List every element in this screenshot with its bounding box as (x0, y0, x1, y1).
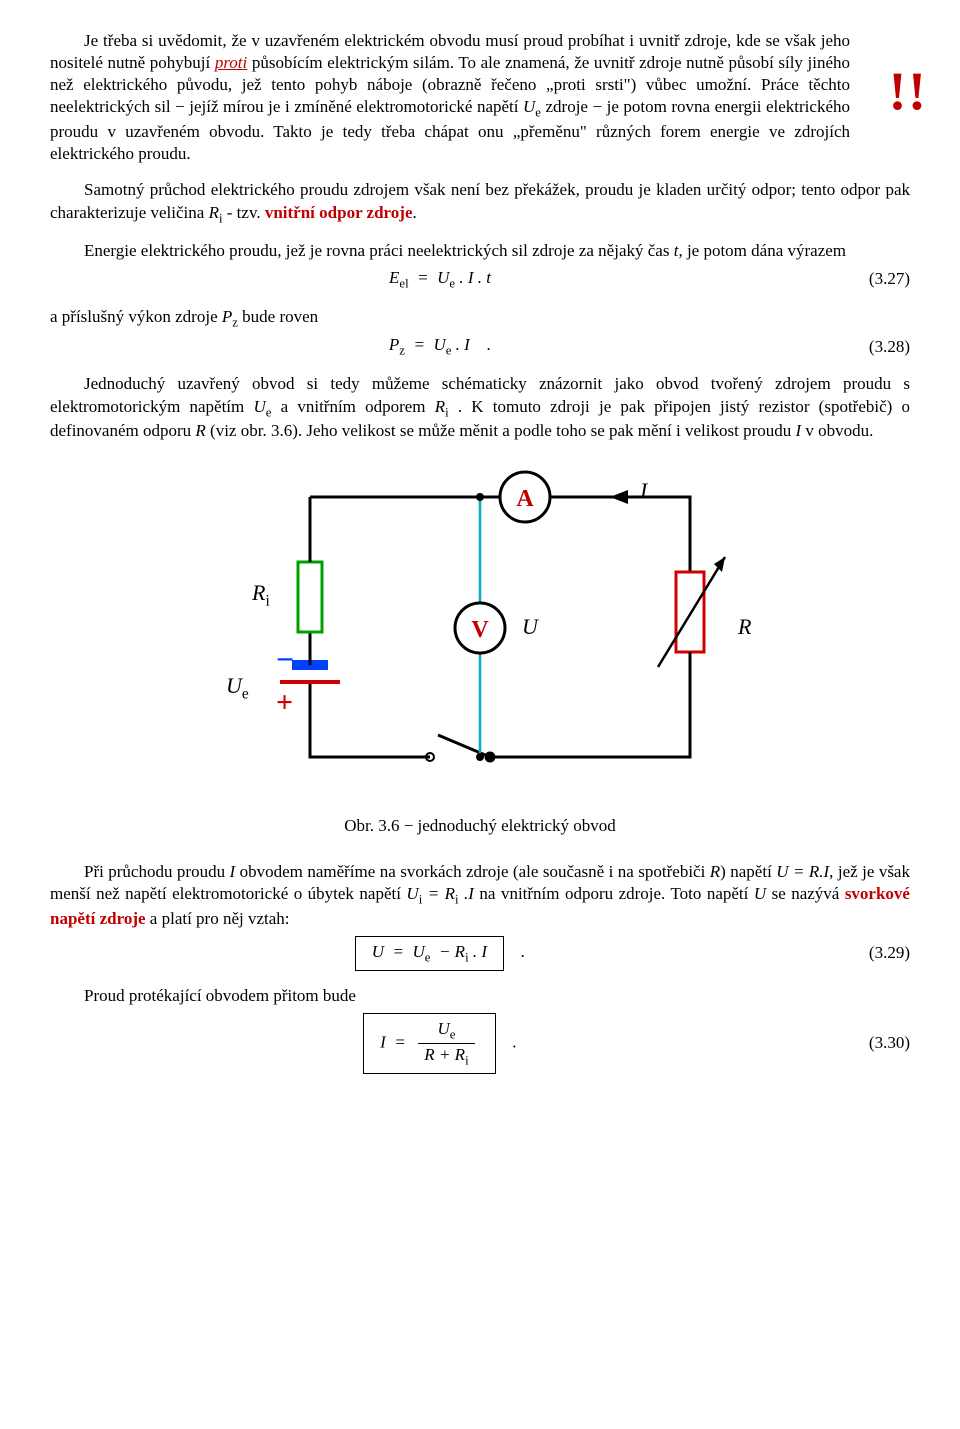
paragraph-1: Je třeba si uvědomit, že v uzavřeném ele… (50, 30, 850, 165)
paragraph-7: Proud protékající obvodem přitom bude (50, 985, 910, 1007)
figure-caption: Obr. 3.6 − jednoduchý elektrický obvod (50, 815, 910, 837)
text: obvodem naměříme na svorkách zdroje (ale… (235, 862, 710, 881)
text: - tzv. (223, 203, 265, 222)
text: Při průchodu proudu (84, 862, 230, 881)
var-r: R (710, 862, 720, 881)
equation-body: Pz = Ue . I . (50, 334, 830, 359)
text: Energie elektrického proudu, jež je rovn… (84, 241, 674, 260)
var-ue: Ue (253, 397, 271, 416)
var-pz: Pz (222, 307, 238, 326)
expr-ui-rii: Ui = Ri .I (406, 884, 474, 903)
var-ue: Ue (523, 97, 541, 116)
label-ri: Ri (252, 579, 270, 611)
equation-number: (3.28) (830, 336, 910, 358)
label-ue: Ue (226, 672, 249, 704)
equation-body: Eel = Ue . I . t (50, 267, 830, 292)
text: a příslušný výkon zdroje (50, 307, 222, 326)
paragraph-6: Při průchodu proudu I obvodem naměříme n… (50, 861, 910, 930)
var-r: R (195, 421, 205, 440)
text: . (413, 203, 417, 222)
paragraph-1-block: ! ! Je třeba si uvědomit, že v uzavřeném… (50, 30, 910, 165)
exclamation-icon: ! ! (889, 56, 920, 126)
text: (viz obr. 3.6). Jeho velikost se může mě… (206, 421, 796, 440)
minus-icon: − (276, 639, 294, 681)
paragraph-2: Samotný průchod elektrického proudu zdro… (50, 179, 910, 226)
circuit-diagram: A V I U R Ri Ue − + (180, 457, 780, 797)
paragraph-5: Jednoduchý uzavřený obvod si tedy můžeme… (50, 373, 910, 442)
var-ri: Ri (435, 397, 449, 416)
var-ri: Ri (209, 203, 223, 222)
text: v obvodu. (801, 421, 873, 440)
equation-3-30: I = Ue R + Ri . (3.30) (50, 1013, 910, 1074)
label-u: U (522, 613, 538, 642)
equation-number: (3.30) (830, 1032, 910, 1054)
text: Samotný průchod elektrického proudu zdro… (50, 180, 910, 221)
ammeter-label: A (516, 486, 534, 512)
paragraph-4: a příslušný výkon zdroje Pz bude roven (50, 306, 910, 331)
boxed-formula: I = Ue R + Ri (363, 1013, 495, 1074)
text: se nazývá (766, 884, 845, 903)
link-proti[interactable]: proti (215, 53, 247, 72)
voltmeter-label: V (471, 617, 489, 643)
text: , je potom dána výrazem (678, 241, 846, 260)
text: a vnitřním odporem (271, 397, 434, 416)
label-i: I (640, 477, 647, 506)
equation-body: I = Ue R + Ri . (50, 1013, 830, 1074)
boxed-formula: U = Ue − Ri . I (355, 936, 504, 971)
text: bude roven (238, 307, 318, 326)
equation-3-28: Pz = Ue . I . (3.28) (50, 334, 910, 359)
text: a platí pro něj vztah: (146, 909, 290, 928)
expr-u-ri: U = R.I (776, 862, 829, 881)
label-r: R (738, 613, 751, 642)
text: ) napětí (720, 862, 776, 881)
equation-3-27: Eel = Ue . I . t (3.27) (50, 267, 910, 292)
equation-number: (3.29) (830, 942, 910, 964)
equation-3-29: U = Ue − Ri . I . (3.29) (50, 936, 910, 971)
plus-icon: + (276, 683, 293, 722)
equation-number: (3.27) (830, 268, 910, 290)
var-u: U (754, 884, 766, 903)
text: na vnitřním odporu zdroje. Toto napětí (474, 884, 754, 903)
equation-body: U = Ue − Ri . I . (50, 936, 830, 971)
paragraph-3: Energie elektrického proudu, jež je rovn… (50, 240, 910, 262)
term-vnitrni-odpor: vnitřní odpor zdroje (265, 203, 413, 222)
